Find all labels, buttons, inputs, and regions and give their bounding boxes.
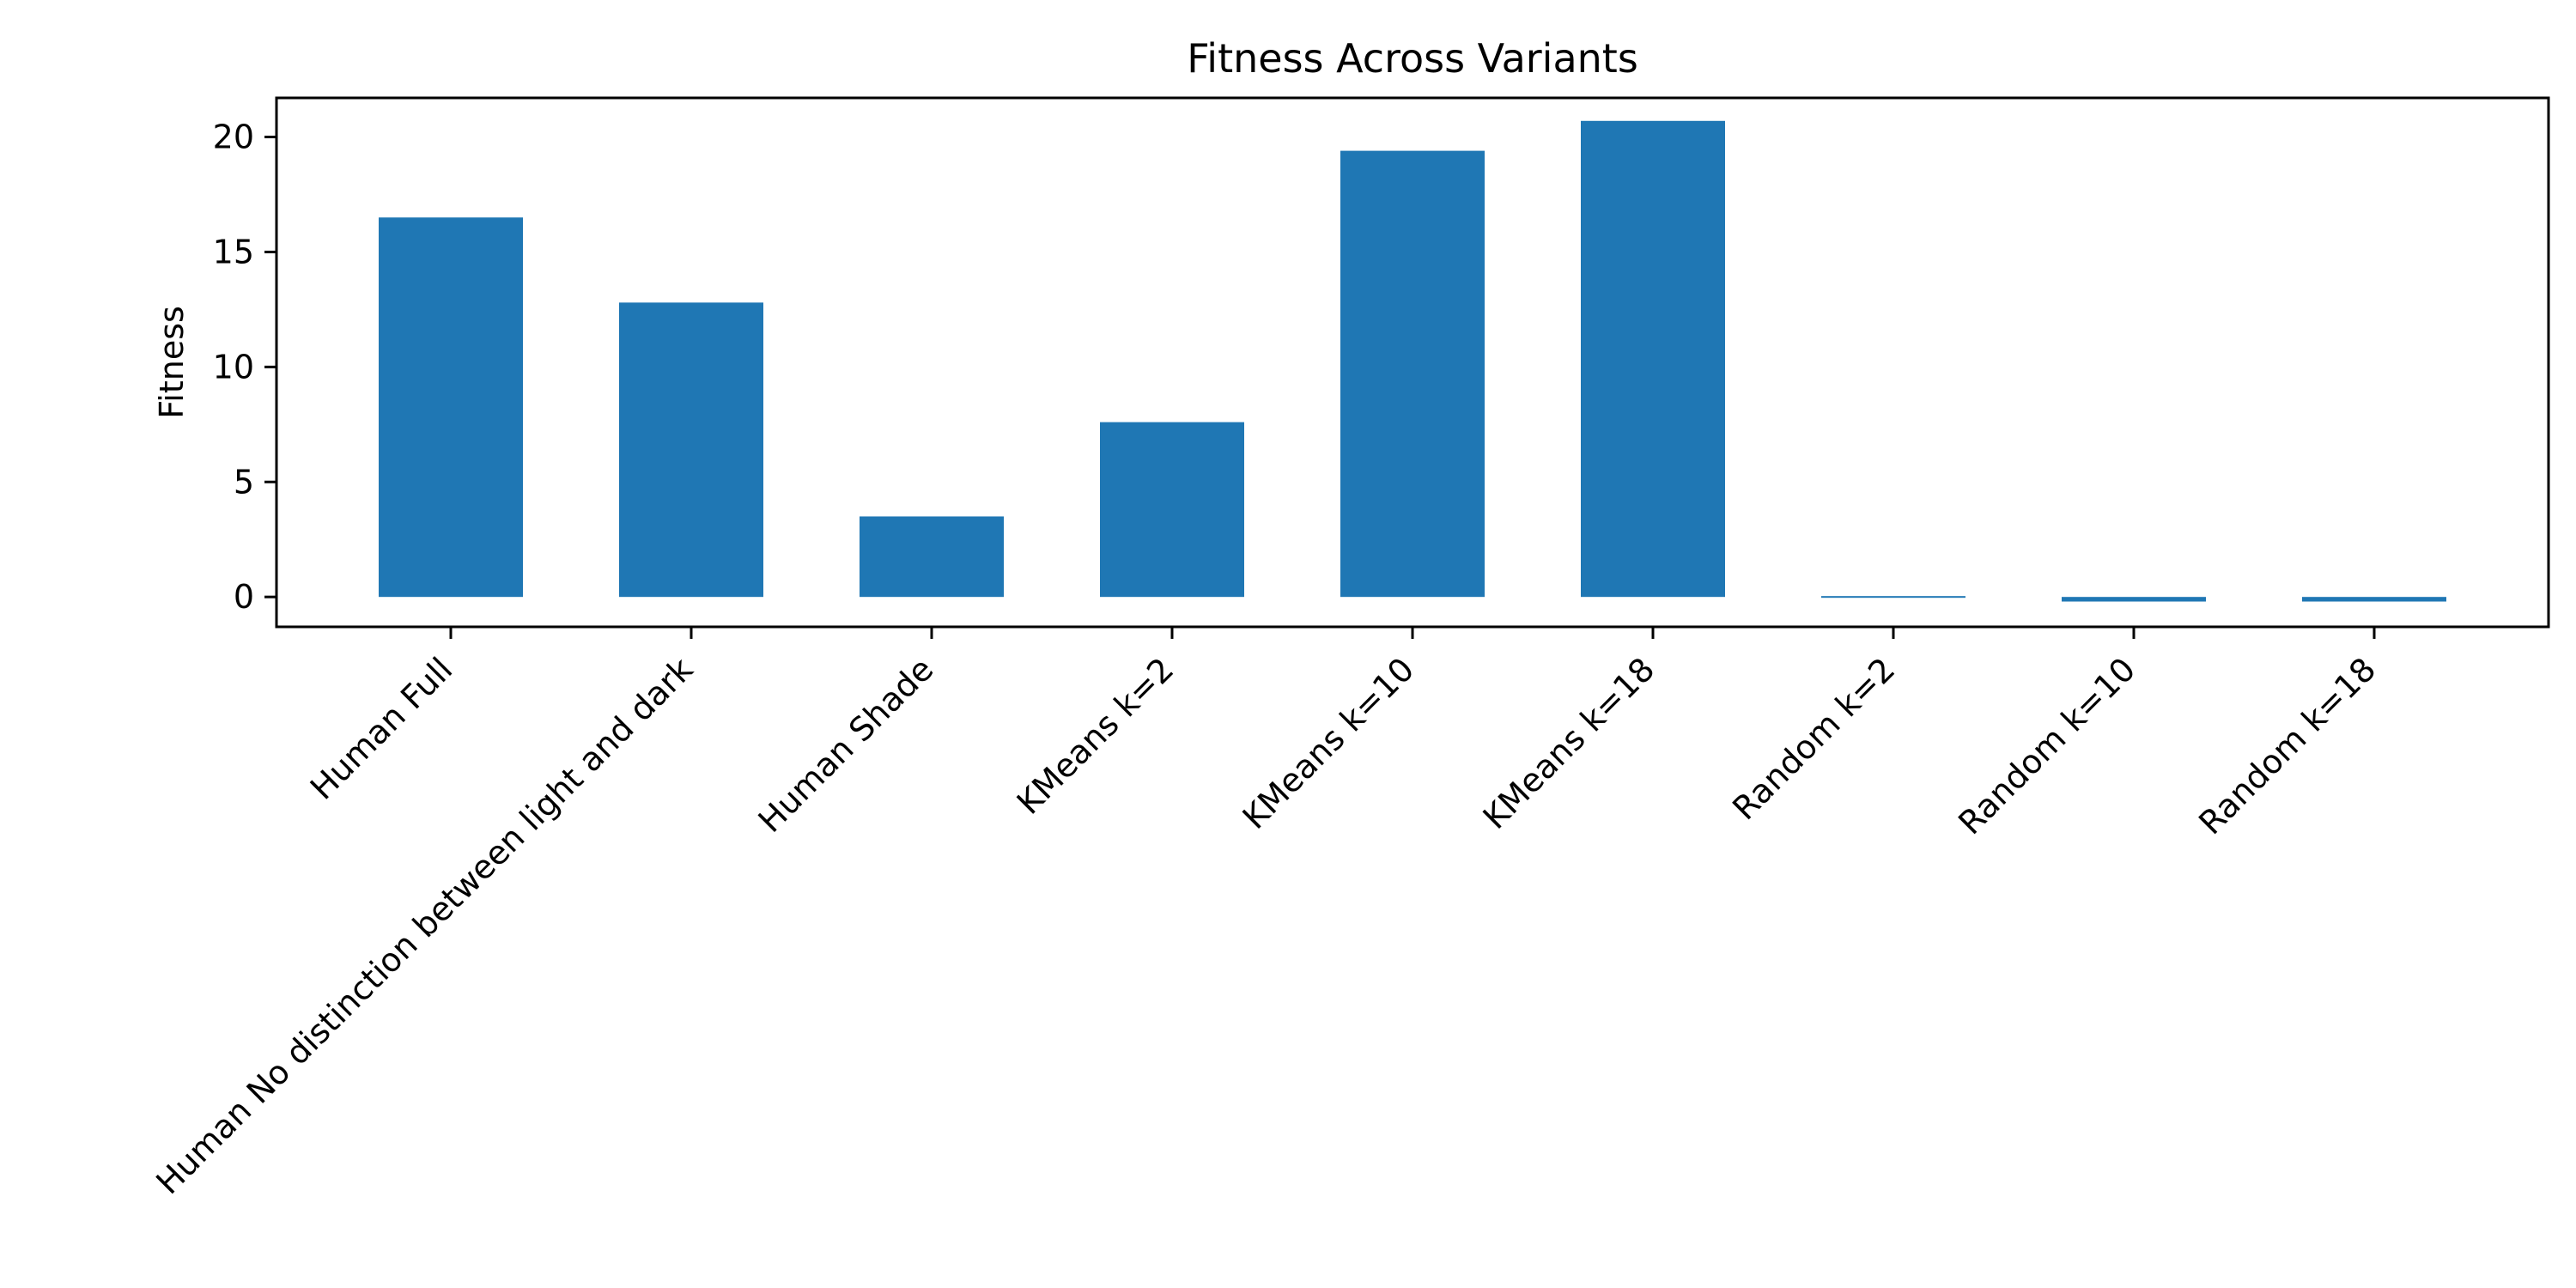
plot-frame	[275, 96, 2550, 629]
x-tick-label: Random k=2	[1725, 650, 1902, 827]
bar-9	[2302, 597, 2446, 602]
x-tick-label: KMeans k=2	[1010, 650, 1182, 822]
x-tick-label: KMeans k=18	[1476, 650, 1662, 836]
x-tick-label: Human Shade	[751, 650, 941, 840]
chart-title: Fitness Across Variants	[1187, 35, 1638, 82]
y-axis-label: Fitness	[153, 306, 191, 419]
bar-4	[1100, 422, 1244, 598]
x-tick-label: KMeans k=10	[1236, 650, 1422, 836]
bar-8	[2062, 597, 2206, 602]
x-tick-label: Human No distinction between light and d…	[149, 650, 700, 1201]
bar-1	[379, 217, 523, 598]
bar-7	[1821, 596, 1965, 598]
y-tick-label: 5	[234, 463, 254, 501]
bar-5	[1340, 150, 1485, 598]
y-tick-label: 15	[213, 233, 254, 270]
bar-6	[1581, 120, 1725, 598]
x-tick-label: Random k=18	[2191, 650, 2383, 841]
bar-3	[860, 516, 1004, 598]
x-tick-label: Human Full	[303, 650, 460, 807]
y-tick-label: 20	[213, 118, 254, 156]
bars-layer	[379, 120, 2446, 602]
y-ticks-layer: 0 5 10 15 20	[213, 118, 276, 616]
y-tick-label: 0	[234, 578, 254, 616]
y-tick-label: 10	[213, 348, 254, 386]
x-tick-label: Random k=10	[1951, 650, 2142, 841]
bar-2	[619, 302, 763, 598]
